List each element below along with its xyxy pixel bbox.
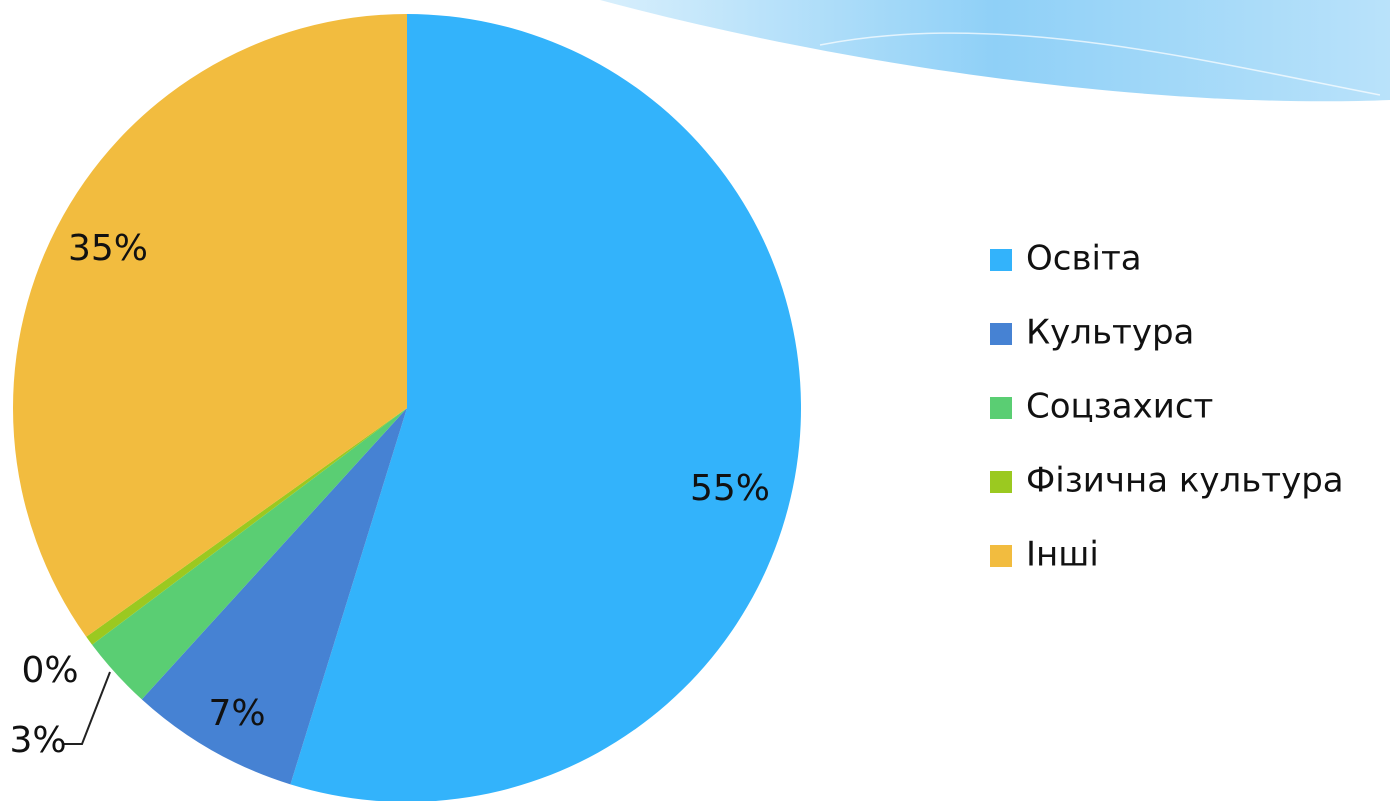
legend-label: Освіта [1026,239,1142,279]
legend-swatch [990,545,1012,567]
pie: 55% 7% 3% 0% 35% [9,14,801,801]
legend-swatch [990,323,1012,345]
legend-swatch [990,249,1012,271]
data-label: 35% [68,228,148,269]
legend-label: Культура [1026,313,1194,353]
legend-swatch [990,471,1012,493]
chart: 55% 7% 3% 0% 35% Освіта Культура Соцзахист Фізи… [0,0,1390,801]
data-label: 7% [208,693,265,734]
legend-swatch [990,397,1012,419]
data-label: 0% [21,650,78,691]
legend-label: Фізична культура [1026,461,1344,501]
decor-swoosh [600,0,1390,101]
data-label: 55% [690,468,770,509]
data-label: 3% [9,720,66,761]
legend: Освіта Культура Соцзахист Фізична культура І… [990,239,1344,575]
legend-label: Соцзахист [1026,387,1213,427]
legend-label: Інші [1026,535,1099,575]
